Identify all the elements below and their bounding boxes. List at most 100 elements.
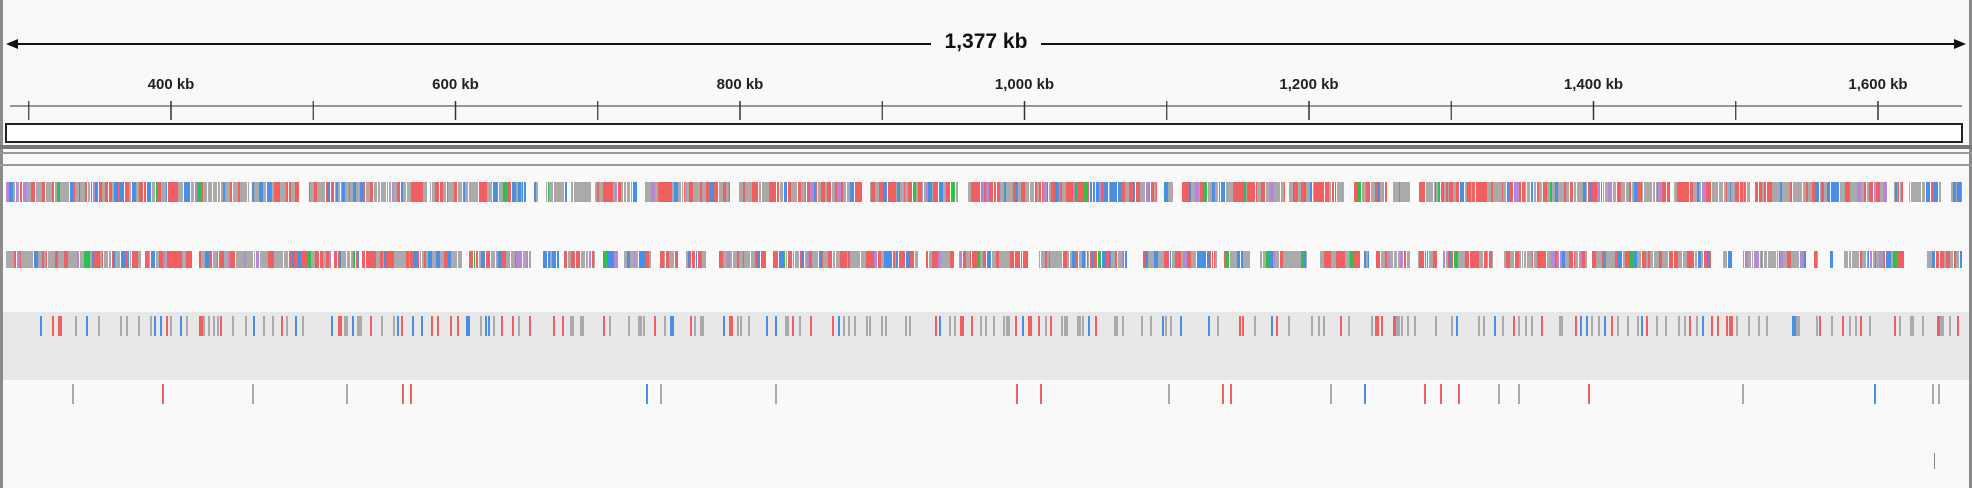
feature-mark — [497, 182, 498, 202]
feature-mark — [1436, 182, 1438, 202]
feature-mark — [1498, 384, 1500, 404]
feature-mark — [267, 182, 271, 202]
feature-mark — [1745, 251, 1748, 268]
feature-mark — [1503, 182, 1506, 202]
feature-mark — [1624, 182, 1625, 202]
chromosome-locus-box[interactable] — [5, 123, 1963, 143]
track-4 — [72, 384, 1940, 469]
feature-mark — [1055, 182, 1059, 202]
feature-mark — [1472, 182, 1475, 202]
feature-mark — [1396, 316, 1400, 336]
feature-mark — [1013, 182, 1016, 202]
ruler-panel[interactable]: 1,377 kb 400 kb 600 kb 800 kb 1,000 kb 1,200… — [0, 0, 1972, 155]
feature-mark — [188, 182, 190, 202]
feature-mark — [1674, 182, 1677, 202]
feature-mark — [1543, 182, 1544, 202]
feature-mark — [563, 182, 564, 202]
feature-mark — [1479, 182, 1483, 202]
feature-mark — [1741, 182, 1743, 202]
feature-mark — [180, 182, 183, 202]
feature-mark — [112, 251, 113, 268]
feature-mark — [1938, 384, 1940, 404]
feature-mark — [1804, 251, 1805, 268]
feature-mark — [553, 316, 555, 336]
feature-mark — [476, 182, 478, 202]
feature-mark — [291, 182, 295, 202]
feature-mark — [465, 182, 468, 202]
feature-mark — [660, 251, 664, 268]
feature-mark — [1864, 182, 1866, 202]
feature-mark — [605, 182, 609, 202]
feature-mark — [835, 182, 837, 202]
feature-mark — [1006, 182, 1010, 202]
feature-mark — [1922, 182, 1925, 202]
feature-mark — [1149, 182, 1150, 202]
feature-mark — [294, 251, 298, 268]
feature-mark — [202, 251, 205, 268]
feature-mark — [1453, 182, 1456, 202]
feature-mark — [511, 251, 514, 268]
feature-mark — [1189, 182, 1191, 202]
feature-mark — [1062, 182, 1066, 202]
feature-mark — [1831, 316, 1833, 336]
feature-mark — [936, 182, 938, 202]
feature-mark — [166, 182, 167, 202]
feature-mark — [1658, 182, 1662, 202]
feature-mark — [719, 182, 722, 202]
feature-mark — [1696, 316, 1698, 336]
feature-mark — [393, 316, 395, 336]
feature-mark — [1588, 384, 1590, 404]
feature-mark — [696, 251, 697, 268]
feature-mark — [1748, 316, 1750, 336]
feature-mark — [70, 182, 73, 202]
feature-mark — [1625, 251, 1629, 268]
feature-mark — [1310, 182, 1312, 202]
feature-mark — [1458, 251, 1461, 268]
feature-mark — [1233, 182, 1237, 202]
feature-mark — [1060, 182, 1062, 202]
feature-mark — [1434, 182, 1435, 202]
feature-mark — [129, 182, 131, 202]
feature-mark — [1617, 316, 1619, 336]
feature-mark — [268, 251, 272, 268]
feature-mark — [1143, 251, 1145, 268]
feature-mark — [1690, 182, 1693, 202]
feature-mark — [173, 251, 175, 268]
feature-mark — [1230, 251, 1233, 268]
feature-mark — [228, 251, 230, 268]
feature-mark — [232, 316, 234, 336]
feature-mark — [1336, 251, 1337, 268]
feature-mark — [335, 182, 336, 202]
feature-mark — [946, 182, 950, 202]
feature-mark — [1744, 182, 1746, 202]
panel-divider[interactable] — [0, 145, 1972, 149]
feature-mark — [256, 251, 259, 268]
feature-mark — [1016, 182, 1018, 202]
feature-mark — [113, 182, 114, 202]
feature-mark — [1006, 251, 1007, 268]
feature-mark — [1081, 182, 1084, 202]
feature-mark — [432, 182, 433, 202]
feature-mark — [199, 251, 201, 268]
feature-mark — [816, 251, 817, 268]
feature-mark — [1824, 182, 1827, 202]
feature-mark — [1406, 182, 1408, 202]
feature-mark — [1275, 251, 1279, 268]
feature-mark — [430, 182, 431, 202]
feature-mark — [1200, 182, 1203, 202]
feature-mark — [284, 251, 288, 268]
feature-mark — [1228, 182, 1232, 202]
feature-mark — [1122, 316, 1124, 336]
feature-mark — [114, 182, 118, 202]
feature-mark — [1768, 251, 1772, 268]
feature-mark — [338, 182, 340, 202]
feature-mark — [905, 316, 907, 336]
feature-mark — [1295, 251, 1297, 268]
feature-mark — [1701, 251, 1703, 268]
feature-mark — [1323, 316, 1325, 336]
feature-mark — [589, 251, 591, 268]
feature-mark — [52, 182, 54, 202]
feature-mark — [1419, 251, 1423, 268]
feature-mark — [1762, 182, 1764, 202]
